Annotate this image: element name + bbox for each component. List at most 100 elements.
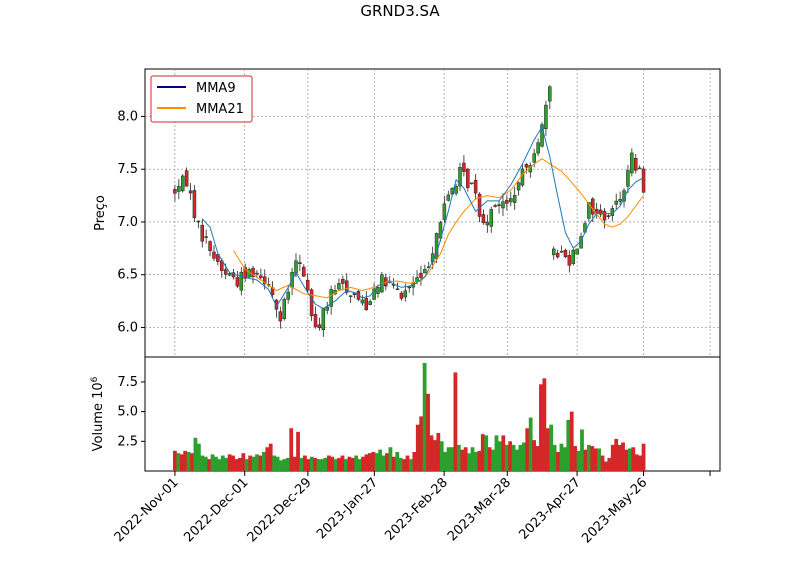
candle-body xyxy=(325,306,329,311)
volume-bar xyxy=(415,424,420,471)
candle-body xyxy=(177,186,181,192)
candle-body xyxy=(462,162,466,172)
candle-body xyxy=(415,277,419,282)
candle-body xyxy=(520,168,525,186)
volume-bar xyxy=(190,453,194,471)
volume-bar xyxy=(593,448,598,471)
candle-body xyxy=(239,271,244,291)
candle-body xyxy=(423,269,427,274)
volume-bar xyxy=(282,459,287,471)
volume-bar xyxy=(299,457,304,471)
candle-body xyxy=(407,286,411,289)
volume-bar xyxy=(391,456,396,471)
volume-bar xyxy=(409,459,413,471)
volume-bar xyxy=(316,459,321,471)
volume-bar xyxy=(203,456,208,471)
candle-body xyxy=(251,267,255,278)
candle-body xyxy=(626,170,630,187)
volume-bar xyxy=(279,460,283,471)
candle-body xyxy=(196,220,201,223)
volume-bar xyxy=(258,455,263,471)
x-tick-label: 2023-Jan-27 xyxy=(314,475,381,542)
volume-bar xyxy=(261,452,266,471)
volume-bar xyxy=(641,443,646,471)
candle-body xyxy=(302,266,306,277)
candle-body xyxy=(192,190,197,219)
volume-bar xyxy=(306,459,311,471)
candle-body xyxy=(602,210,607,221)
volume-bar xyxy=(347,456,352,471)
candle-body xyxy=(454,186,458,194)
legend-label-ma9: MMA9 xyxy=(196,81,236,96)
volume-bar xyxy=(326,455,331,471)
volume-bar xyxy=(214,456,218,471)
volume-y-tick-label: 7.5 xyxy=(117,375,138,390)
volume-bar xyxy=(251,456,256,471)
x-tick-label: 2023-Feb-28 xyxy=(382,475,451,544)
candle-body xyxy=(598,209,603,215)
volume-bar xyxy=(268,443,273,471)
volume-bar xyxy=(210,454,215,471)
candle-body xyxy=(497,204,501,206)
price-y-tick-label: 6.5 xyxy=(117,268,138,283)
candle-body xyxy=(317,324,322,329)
volume-bar xyxy=(463,447,468,471)
volume-bar xyxy=(419,416,424,471)
candle-body xyxy=(544,104,548,129)
volume-bar xyxy=(607,457,612,471)
candle-body xyxy=(442,203,447,220)
candle-body xyxy=(376,287,380,294)
candle-body xyxy=(262,276,267,285)
candle-body xyxy=(567,255,572,266)
volume-bar xyxy=(429,435,434,471)
volume-bar xyxy=(193,437,198,471)
candle-body xyxy=(313,314,318,327)
candle-body xyxy=(255,272,259,275)
volume-bar xyxy=(562,447,567,471)
volume-bar xyxy=(638,455,643,471)
volume-bar xyxy=(532,440,536,471)
candle-body xyxy=(637,167,642,170)
x-tick-label: 2023-May-26 xyxy=(579,475,650,546)
volume-bar xyxy=(497,441,502,471)
price-grid xyxy=(145,69,720,357)
candle-body xyxy=(458,167,462,187)
candle-body xyxy=(360,299,365,304)
candle-body xyxy=(481,214,486,223)
candle-body xyxy=(364,298,369,311)
candle-body xyxy=(372,288,376,300)
candle-body xyxy=(641,168,646,193)
candle-body xyxy=(434,233,439,259)
ma21-line xyxy=(233,158,644,299)
volume-bar xyxy=(436,433,441,471)
volume-bar xyxy=(313,457,318,471)
volume-bar xyxy=(173,450,177,471)
candle-body xyxy=(282,299,287,319)
volume-bar xyxy=(545,428,550,471)
volume-bar xyxy=(244,459,249,471)
volume-bar xyxy=(456,444,461,471)
candle-body xyxy=(575,248,579,255)
volume-panel: 2.5 5.0 7.5 Volume 106 xyxy=(90,356,721,472)
chart-title: GRND3.SA xyxy=(360,2,440,20)
candle-body xyxy=(587,202,591,219)
volume-bar xyxy=(470,447,475,471)
volume-bar xyxy=(621,442,625,471)
volume-bar xyxy=(542,378,547,471)
volume-bar xyxy=(501,435,506,471)
candle-body xyxy=(489,209,493,227)
volume-bar xyxy=(388,447,393,471)
candle-body xyxy=(524,163,529,168)
candle-body xyxy=(368,301,372,305)
candles xyxy=(173,85,646,337)
volume-bars xyxy=(173,362,646,471)
volume-bar xyxy=(292,456,297,471)
volume-bar xyxy=(634,454,639,471)
candle-body xyxy=(446,194,451,201)
volume-bar xyxy=(196,443,201,471)
candle-body xyxy=(321,308,326,331)
candle-body xyxy=(633,157,638,171)
candle-body xyxy=(188,190,193,194)
volume-bar xyxy=(549,424,554,471)
